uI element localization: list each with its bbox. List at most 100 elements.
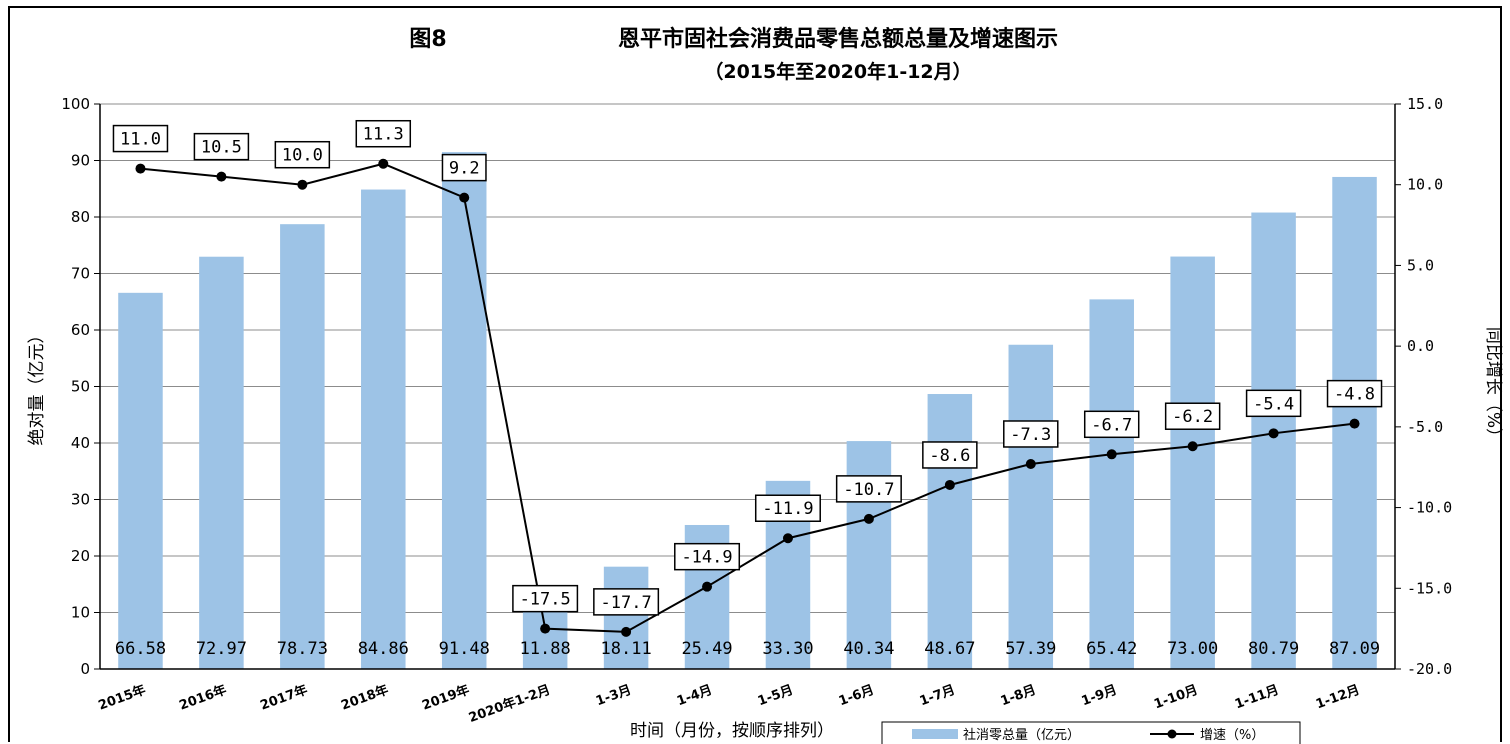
rate-point [863,513,874,524]
legend: 社消零总量（亿元） 增速（%） [881,721,1301,744]
bar-data-labels: 66.58 72.97 78.73 84.86 91.48 11.88 18.11 25.49… [115,639,1380,659]
x-tick-label: 1-10月 [1152,683,1200,713]
rate-data-label: -6.2 [1172,407,1213,427]
rate-data-label: -5.4 [1253,394,1294,414]
bar-data-label: 80.79 [1248,639,1299,659]
x-tick-label: 1-3月 [594,683,633,710]
bar-data-label: 84.86 [358,639,409,659]
rate-data-label: -11.9 [762,499,813,519]
rate-point [1025,458,1036,469]
bar [361,189,406,669]
y-tick-label: 40 [71,434,90,452]
rate-label-box [1245,389,1302,418]
x-tick-label: 1-6月 [837,683,876,710]
bar-data-label: 25.49 [681,639,732,659]
rate-label-box [1326,379,1383,408]
chart-frame [8,6,1502,742]
rate-point [1106,449,1117,460]
bar-data-label: 40.34 [843,639,894,659]
chart-title-prefix: 图8 [409,27,446,52]
x-tick-label: 1-5月 [756,683,795,710]
rate-label-box [512,584,579,613]
rate-label-box [1083,410,1140,439]
rate-point [944,479,955,490]
x-tick-label: 2017年 [258,682,310,714]
bar-data-label: 65.42 [1086,639,1137,659]
rate-data-label: 10.0 [282,146,323,166]
rate-data-label: -6.7 [1091,415,1132,435]
rate-data-label: -14.9 [681,548,732,568]
bar [280,224,325,669]
x-tick-label: 2020年1-2月 [467,682,553,726]
right-tick-label: -20.0 [1407,660,1452,678]
bar-data-label: 11.88 [520,639,571,659]
rate-point [1349,418,1360,429]
x-tick-label: 1-8月 [999,683,1038,710]
bar-data-label: 33.30 [762,639,813,659]
right-axis-ticks: -20.0 -15.0 -10.0 -5.0 0.0 5.0 10.0 15.0 [1395,95,1452,678]
rate-label-box [1003,420,1059,448]
x-tick-label: 2015年 [96,682,148,714]
rate-data-label: 11.0 [120,130,161,150]
bar [199,256,244,669]
bar-data-label: 57.39 [1005,639,1056,659]
line-data-labels: 11.0 10.5 10.0 11.3 9.2 -17.5 -17.7 -14.9 -11.9 -… [112,119,1383,616]
rate-data-label: -7.3 [1010,425,1051,445]
chart-title: 恩平市固社会消费品零售总额总量及增速图示 [618,26,1058,52]
bar [1089,299,1134,669]
bar [118,292,163,669]
y-tick-label: 80 [71,208,90,226]
rate-line [140,162,1355,633]
y-tick-label: 90 [71,152,90,170]
rate-label-box [112,124,169,153]
bar [603,566,649,669]
legend-box [881,721,1301,744]
rate-label-box [355,119,412,148]
right-tick-label: 5.0 [1407,256,1434,274]
x-tick-label: 2016年 [177,682,229,714]
bar-series [118,152,1377,669]
x-tick-label: 1-11月 [1233,683,1281,713]
rate-data-label: -17.7 [601,593,652,613]
rate-data-label: 11.3 [363,125,404,145]
rate-point [621,626,632,637]
bar [927,394,973,669]
rate-point [540,623,551,634]
rate-data-label: 9.2 [449,159,480,179]
bar [1008,344,1054,669]
rate-data-label: -17.5 [520,590,571,610]
right-tick-label: -15.0 [1407,579,1452,597]
rate-label-box [593,588,660,616]
rate-point [1268,428,1279,439]
y-tick-label: 20 [71,547,90,565]
line-series [135,158,1360,637]
y-tick-label: 0 [80,660,90,678]
right-tick-label: 10.0 [1407,176,1443,194]
y-axis-label: 绝对量（亿元） [27,327,47,446]
rate-point [1187,441,1198,452]
y-tick-label: 60 [71,321,90,339]
rate-label-box [674,542,741,571]
rate-data-label: -10.7 [843,480,894,500]
right-tick-label: -10.0 [1407,499,1452,517]
rate-point [135,163,146,174]
x-tick-label: 1-9月 [1080,683,1119,710]
right-axis-label: 同比增长（%） [1483,327,1503,445]
rate-point [702,581,713,592]
x-tick-label: 2018年 [339,682,391,714]
y-tick-label: 30 [71,491,90,509]
chart-subtitle: （2015年至2020年1-12月） [704,60,971,83]
right-tick-label: 0.0 [1407,337,1434,355]
bar-data-label: 87.09 [1329,639,1380,659]
x-tick-label: 1-4月 [675,683,714,710]
bar-data-label: 72.97 [196,639,247,659]
rate-point [459,192,470,203]
rate-point [378,158,389,169]
rate-point [782,533,793,544]
bar [441,152,487,669]
legend-line-label: 增速（%） [1200,728,1264,743]
y-tick-label: 100 [61,95,90,113]
rate-data-label: -4.8 [1334,385,1375,405]
